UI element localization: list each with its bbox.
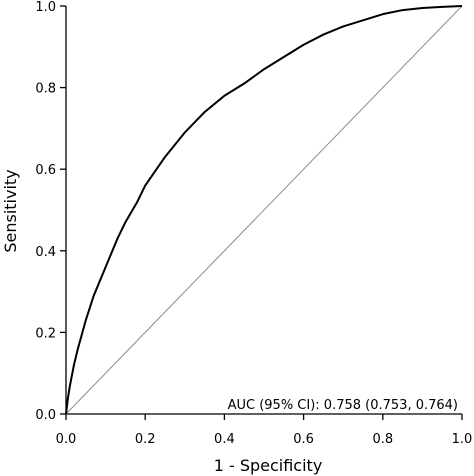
y-tick-label: 0.4	[35, 245, 56, 260]
y-tick-label: 0.6	[35, 163, 56, 178]
auc-annotation: AUC (95% CI): 0.758 (0.753, 0.764)	[228, 398, 458, 413]
x-tick-label: 0.0	[56, 432, 77, 447]
x-tick-label: 0.4	[214, 432, 235, 447]
y-tick-labels: 0.0 0.2 0.4 0.6 0.8 1.0	[35, 0, 56, 423]
y-tick-label: 0.0	[35, 408, 56, 423]
x-axis-title: 1 - Specificity	[214, 456, 323, 475]
x-tick-label: 0.2	[135, 432, 156, 447]
x-tick-labels: 0.0 0.2 0.4 0.6 0.8 1.0	[56, 432, 473, 447]
x-tick-label: 0.6	[293, 432, 314, 447]
reference-diagonal-line	[65, 5, 463, 415]
y-axis-title: Sensitivity	[1, 169, 20, 252]
y-tick-label: 0.8	[35, 82, 56, 97]
plot-area	[60, 5, 463, 420]
x-tick-label: 0.8	[372, 432, 393, 447]
y-tick-label: 1.0	[35, 0, 56, 15]
roc-curve	[65, 5, 463, 415]
y-tick-label: 0.2	[35, 326, 56, 341]
x-tick-label: 1.0	[452, 432, 473, 447]
